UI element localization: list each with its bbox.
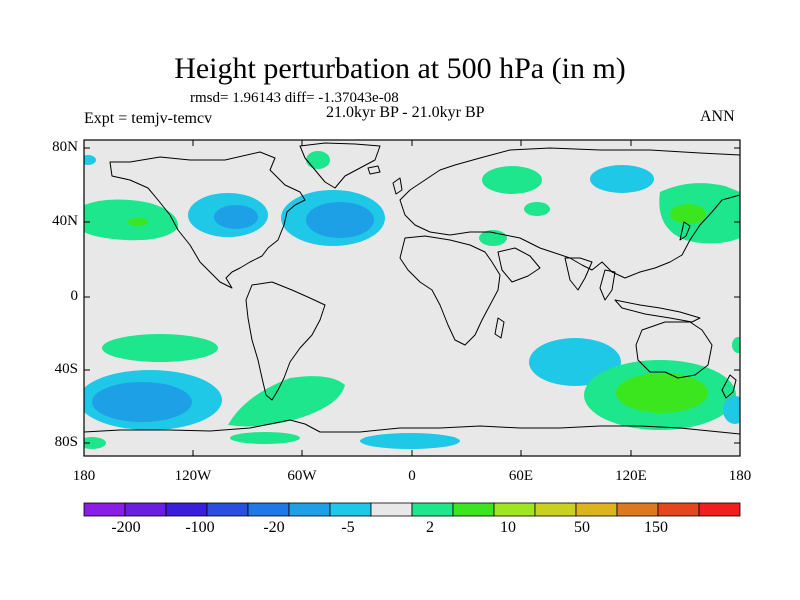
contour-neg-n-atlantic-core <box>306 202 374 238</box>
colorbar-swatch <box>329 502 372 517</box>
coast-greenland <box>299 142 381 189</box>
colorbar-swatch <box>370 502 413 517</box>
contour-pos-s-australia-core <box>616 373 708 413</box>
colorbar-swatch <box>247 502 290 517</box>
colorbar-label: 150 <box>644 519 668 536</box>
colorbar-swatch <box>124 502 167 517</box>
coast-british-isles <box>392 177 403 195</box>
contour-neg-s-pacific-core <box>92 382 192 422</box>
contour-pos-europe <box>482 166 542 194</box>
contour-pos-mediterranean <box>524 202 550 216</box>
colorbar-label: -20 <box>263 519 285 536</box>
colorbar-label: 2 <box>426 519 434 536</box>
colorbar-swatch <box>534 502 577 517</box>
colorbar <box>83 502 741 517</box>
colorbar-label: -100 <box>185 519 215 536</box>
coast-arabia <box>497 247 541 283</box>
coast-new-zealand <box>721 374 737 399</box>
contour-pos-s-far-east-edge <box>732 337 740 353</box>
colorbar-swatch <box>83 502 126 517</box>
colorbar-swatch <box>452 502 495 517</box>
colorbar-swatch <box>206 502 249 517</box>
coastlines <box>84 142 740 435</box>
contour-neg-antarctic <box>360 433 460 449</box>
coast-se-asia <box>599 269 616 301</box>
lon-label-60e: 60E <box>508 468 534 484</box>
stats-text: rmsd= 1.96143 diff= -1.37043e-08 <box>190 90 399 106</box>
coast-india <box>564 257 593 291</box>
contour-neg-siberia <box>590 165 654 193</box>
colorbar-swatch <box>698 502 741 517</box>
axis-ticks <box>84 140 740 456</box>
coast-indonesia <box>614 299 701 323</box>
experiment-label: Expt = temjv-temcv <box>84 110 213 127</box>
colorbar-swatch <box>616 502 659 517</box>
colorbar-swatch <box>575 502 618 517</box>
coast-africa <box>399 235 501 346</box>
lon-label-120w: 120W <box>174 468 212 484</box>
contour-pos-s-pacific <box>102 334 218 362</box>
colorbar-label: -5 <box>341 519 355 536</box>
colorbar-swatch <box>493 502 536 517</box>
contour-pos-s-atlantic <box>228 376 345 427</box>
lat-label-40s: 40S <box>54 361 78 377</box>
colorbar-label: -200 <box>111 519 141 536</box>
coast-antarctica <box>84 419 740 435</box>
lat-label-80s: 80S <box>54 434 78 450</box>
colorbar-label: 50 <box>574 519 590 536</box>
season-label: ANN <box>700 108 735 125</box>
colorbar-swatch <box>657 502 700 517</box>
contour-neg-s-indian <box>529 338 621 386</box>
colorbar-swatch <box>288 502 331 517</box>
colorbar-label: 10 <box>500 519 516 536</box>
coast-madagascar <box>494 317 505 339</box>
contour-pos-n-w-pacific-core <box>670 204 706 224</box>
coast-north-america <box>109 151 306 289</box>
contour-neg-arctic-left <box>84 155 96 165</box>
lat-label-eq: 0 <box>70 288 79 304</box>
contour-pos-n-pacific-core <box>128 218 148 226</box>
contour-neg-n-america-core <box>214 205 258 229</box>
colorbar-swatch <box>411 502 454 517</box>
contour-pos-antarctic-mid <box>230 432 300 444</box>
lon-label-180w: 180 <box>72 468 96 484</box>
coast-iceland <box>367 165 381 175</box>
lat-label-40n: 40N <box>52 213 78 229</box>
contour-pos-antarctic-left <box>84 437 106 449</box>
lat-label-80n: 80N <box>52 139 78 155</box>
period-label: 21.0kyr BP - 21.0kyr BP <box>326 104 485 121</box>
coast-south-america <box>245 281 326 401</box>
lon-label-60w: 60W <box>287 468 317 484</box>
contour-pos-greenland <box>306 151 330 169</box>
contour-layer <box>84 151 740 449</box>
colorbar-swatch <box>165 502 208 517</box>
lon-label-180e: 180 <box>728 468 752 484</box>
coast-eurasia <box>399 147 740 279</box>
lon-label-0: 0 <box>408 468 416 484</box>
coast-japan <box>679 221 691 241</box>
lon-label-120e: 120E <box>615 468 647 484</box>
contour-neg-s-far-east <box>723 396 740 424</box>
coast-australia <box>635 321 713 379</box>
map-title: Height perturbation at 500 hPa (in m) <box>174 52 626 85</box>
